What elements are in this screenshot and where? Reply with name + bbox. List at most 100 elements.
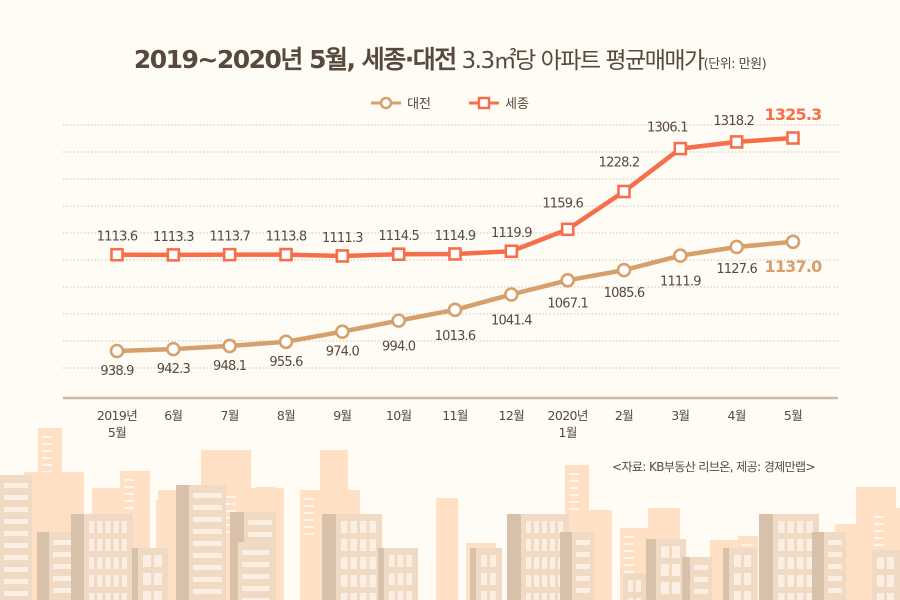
window (744, 591, 751, 600)
window (113, 593, 119, 600)
window (624, 564, 634, 566)
window (89, 521, 95, 533)
window (360, 557, 367, 569)
window (369, 575, 376, 587)
data-point-sejong (279, 247, 293, 262)
window (542, 575, 547, 587)
data-label-sejong: 1113.7 (209, 230, 250, 245)
window (113, 575, 119, 587)
data-point-daejeon (673, 248, 688, 263)
window (113, 539, 119, 551)
data-point-sejong (504, 244, 519, 259)
window (341, 593, 348, 600)
window (369, 557, 376, 569)
data-point-daejeon (785, 234, 801, 250)
window (734, 555, 741, 567)
data-label-daejeon: 1127.6 (716, 262, 757, 277)
data-point-sejong (222, 247, 237, 262)
window (542, 557, 547, 569)
circle-marker-icon (371, 96, 402, 109)
x-tick-label: 4월 (728, 408, 746, 423)
window (350, 521, 357, 533)
data-label-daejeon: 948.1 (213, 359, 247, 374)
window (4, 579, 28, 584)
window (124, 500, 134, 502)
window (369, 593, 376, 600)
x-tick-label: 11월 (442, 408, 468, 423)
window (121, 521, 127, 533)
window (193, 529, 222, 534)
window (481, 555, 487, 567)
window (193, 505, 222, 510)
window (874, 516, 884, 518)
window (787, 521, 794, 533)
window (53, 552, 75, 557)
window (778, 593, 785, 600)
window (113, 557, 119, 569)
window (397, 573, 404, 585)
building-front (623, 573, 647, 600)
window (242, 586, 269, 591)
window (97, 557, 103, 569)
window (121, 593, 127, 600)
data-label-sejong: 1113.6 (97, 230, 138, 245)
window (661, 582, 669, 594)
window (53, 540, 75, 545)
legend-item-sejong: 세종 (469, 93, 529, 112)
x-tick-label: 8월 (277, 408, 295, 423)
window (534, 521, 539, 533)
window (154, 591, 162, 600)
window (526, 557, 531, 569)
window (694, 589, 708, 594)
window (360, 575, 367, 587)
window (874, 530, 884, 532)
window (113, 521, 119, 533)
window (406, 555, 412, 567)
data-label-daejeon: 1111.9 (660, 275, 701, 290)
window (490, 591, 496, 600)
title-bold: 2019~2020년 5월, 세종·대전 (133, 45, 457, 74)
window (4, 507, 28, 512)
window (4, 531, 28, 536)
window (42, 450, 52, 452)
data-label-sejong: 1114.9 (435, 229, 476, 244)
data-label-daejeon: 974.0 (326, 345, 360, 360)
window (734, 573, 741, 585)
window (877, 557, 884, 569)
window (193, 565, 222, 570)
building-shadow (322, 514, 336, 600)
building-shadow (646, 539, 656, 600)
window (42, 457, 52, 459)
window (874, 544, 884, 546)
data-label-sejong: 1318.2 (713, 114, 754, 129)
window (154, 573, 162, 585)
window (628, 580, 633, 592)
window (341, 521, 348, 533)
data-point-sejong (786, 131, 800, 145)
building-shadow (507, 514, 521, 600)
window (242, 574, 269, 579)
window (624, 557, 634, 559)
data-point-daejeon (729, 239, 744, 255)
window (350, 539, 357, 551)
window (569, 501, 579, 503)
data-point-daejeon (560, 273, 575, 288)
x-tick-label: 2020년 (548, 408, 588, 423)
window (242, 550, 269, 555)
window (143, 591, 151, 600)
window (304, 505, 314, 507)
data-label-daejeon: 1067.1 (547, 296, 588, 311)
title-light: 3.3㎡당 아파트 평균매매가 (455, 48, 706, 74)
window (248, 520, 272, 525)
window (121, 539, 127, 551)
building-shadow (560, 532, 572, 600)
window (672, 564, 680, 576)
data-label-sejong: 1325.3 (765, 105, 822, 124)
window (828, 564, 842, 569)
building-back (436, 498, 458, 600)
window (672, 546, 680, 558)
data-point-sejong (391, 247, 406, 262)
window (304, 519, 314, 521)
window (672, 582, 680, 594)
